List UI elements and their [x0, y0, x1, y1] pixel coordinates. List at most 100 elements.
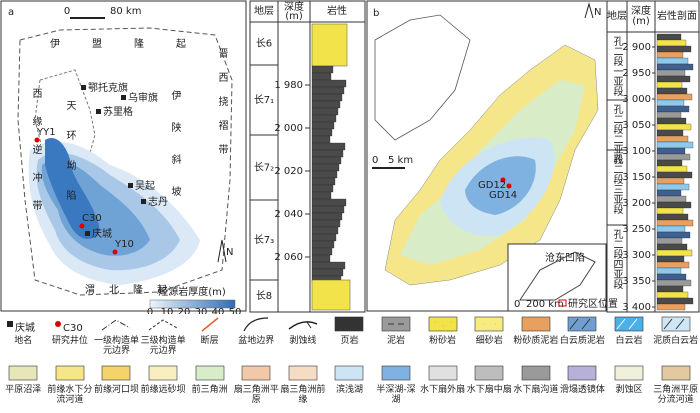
- region-label: 渭北隆起: [85, 283, 181, 296]
- legend-item: 前缘水下分流河道: [47, 363, 94, 412]
- legend-icon: 庆城: [7, 321, 35, 334]
- legend-icon: [428, 316, 457, 332]
- place-marker: [81, 85, 86, 90]
- line-symbol: [306, 321, 312, 329]
- legend-label: 滨浅湖: [335, 385, 363, 395]
- swatch: [8, 365, 38, 381]
- place-label: 吴起: [135, 180, 155, 192]
- legend-label: 前缘水下分流河道: [47, 385, 93, 405]
- well-label: YY1: [36, 127, 56, 138]
- scale-label: 5 km: [388, 155, 413, 166]
- lithology: [656, 291, 689, 299]
- swatch: [288, 365, 318, 381]
- legend-item: 扇三角洲前缘: [280, 363, 327, 412]
- legend-label: 水下扇外扇: [420, 385, 466, 395]
- legend-icon: [288, 365, 318, 381]
- legend-label: 三级构造单元边界: [140, 336, 186, 356]
- swatch: [195, 365, 224, 381]
- legend-item: 滨浅湖: [326, 363, 373, 412]
- lithology: [311, 107, 339, 116]
- region-label: 晋西挠褶带: [216, 48, 228, 168]
- legend-item: 半深湖-深湖: [373, 363, 420, 412]
- lithology: [311, 191, 332, 200]
- depth-label: 3 150: [622, 172, 651, 183]
- lithology: [311, 261, 346, 270]
- lithology: [311, 142, 346, 151]
- lithology: [656, 123, 692, 131]
- legend-icon: [8, 365, 38, 381]
- legend-label: 页岩: [340, 336, 359, 346]
- lithology: [656, 177, 685, 185]
- legend-icon: [614, 365, 644, 381]
- marker: [54, 321, 61, 327]
- legend-icon: [148, 365, 178, 381]
- legend-item: 前三角洲: [186, 363, 233, 412]
- lithology: [656, 93, 693, 101]
- legend-item: 水下扇沟道: [513, 363, 560, 412]
- colorbar-title: 烃源岩厚度(m): [158, 285, 226, 298]
- column-header: (m): [285, 11, 303, 22]
- scale-label: 80 km: [110, 6, 141, 17]
- lithology: [656, 33, 682, 41]
- depth-label: 2 000: [274, 123, 303, 134]
- legend-icon: [614, 316, 644, 332]
- unit-label: 长7₂: [254, 162, 274, 174]
- lithology: [656, 189, 682, 197]
- legend-item: C30 研究井位: [47, 314, 94, 363]
- legend-icon: [241, 365, 271, 381]
- inset-legend-swatch: [558, 299, 567, 307]
- line-symbol: [201, 317, 219, 332]
- lithology: [656, 117, 687, 125]
- legend-item: 水下扇外扇: [419, 363, 466, 412]
- legend-label: 地名: [14, 336, 33, 346]
- depth-label: 2 060: [274, 252, 303, 263]
- lithology: [656, 45, 692, 53]
- sample-label: 庆城: [15, 321, 35, 334]
- lithology: [311, 72, 332, 81]
- lithology: [656, 231, 691, 239]
- place-marker: [141, 199, 146, 204]
- depth-label: 2 900: [622, 42, 651, 53]
- legend-item: 断层: [186, 314, 233, 363]
- legend-label: 前缘河口坝: [93, 385, 139, 395]
- lithology: [656, 279, 692, 287]
- legend-label: 平原沼泽: [5, 385, 42, 395]
- basin-boundary: [17, 27, 233, 296]
- legend-icon: [243, 317, 269, 332]
- region-label: 伊盟隆起: [50, 37, 218, 50]
- well-label: Y10: [114, 239, 134, 250]
- place-marker: [85, 231, 90, 236]
- legend-icon: [102, 319, 131, 331]
- legend-icon: [521, 365, 551, 381]
- legend-item: 粉砂质泥岩: [513, 314, 560, 363]
- inset-caption: 研究区位置: [568, 297, 618, 310]
- lithology: [656, 147, 686, 155]
- lithology: [656, 75, 691, 83]
- legend-item: 平原沼泽: [0, 363, 47, 412]
- legend-label: 水下扇沟道: [513, 385, 559, 395]
- depth-label: 3 200: [622, 198, 651, 209]
- lithology: [656, 39, 687, 47]
- well-label: GD14: [489, 190, 517, 201]
- line-symbol: [102, 319, 131, 331]
- lithology: [656, 303, 686, 311]
- legend-item: 剥蚀线: [280, 314, 327, 363]
- north-arrow: [584, 2, 594, 19]
- lithology: [311, 268, 344, 277]
- lithology: [656, 285, 684, 293]
- region-label: 西缘逆冲带: [30, 88, 42, 228]
- thickness-zone: [45, 138, 100, 240]
- lithology: [311, 240, 335, 249]
- swatch: [381, 365, 411, 381]
- colorbar: [149, 299, 236, 309]
- lithology: [311, 212, 343, 221]
- legend-icon: [661, 316, 690, 332]
- depth-label: 2 020: [274, 166, 303, 177]
- place-label: 志丹: [148, 195, 168, 208]
- lithology: [311, 128, 333, 137]
- lithology: [656, 261, 690, 269]
- lithology: [311, 100, 341, 109]
- legend-row: 庆城 地名 C30 研究井位 一级构造单元边界 三级构造单元边界 断层 盆地边界 剥蚀线 页岩 泥岩…: [0, 314, 700, 363]
- north-label: N: [594, 7, 601, 18]
- lithology: [656, 297, 694, 305]
